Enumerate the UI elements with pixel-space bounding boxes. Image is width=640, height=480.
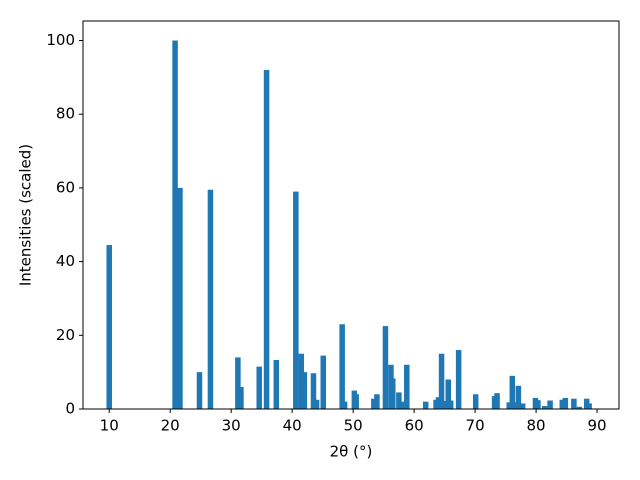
- bar: [562, 397, 569, 409]
- bar: [559, 399, 566, 409]
- y-tick-label: 60: [56, 178, 75, 196]
- bar: [571, 398, 577, 409]
- bar: [196, 372, 203, 409]
- bar: [273, 359, 280, 409]
- bar: [576, 406, 583, 409]
- bar: [396, 392, 402, 409]
- bar: [382, 326, 389, 409]
- bar: [177, 187, 183, 409]
- y-axis-label: Intensities (scaled): [17, 144, 35, 286]
- y-tick-label: 100: [46, 31, 75, 49]
- bar: [238, 386, 244, 409]
- bar: [263, 70, 270, 409]
- bar: [547, 400, 553, 409]
- bar: [445, 379, 452, 409]
- bar: [256, 366, 262, 409]
- bar: [515, 385, 522, 409]
- x-tick-label: 60: [405, 417, 424, 435]
- bar: [455, 350, 462, 409]
- bar: [353, 394, 359, 409]
- y-tick-label: 80: [56, 105, 75, 123]
- x-tick-label: 40: [283, 417, 302, 435]
- x-axis-label: 2θ (°): [330, 443, 373, 461]
- bar: [313, 399, 320, 409]
- bar: [374, 394, 380, 409]
- bar: [404, 364, 410, 409]
- bar: [207, 189, 214, 409]
- bar: [235, 357, 241, 409]
- bar: [519, 403, 526, 409]
- bar: [506, 402, 512, 409]
- x-tick-label: 80: [527, 417, 546, 435]
- bar: [106, 245, 112, 409]
- x-tick-label: 10: [100, 417, 119, 435]
- bar: [339, 324, 345, 409]
- bar: [390, 378, 396, 409]
- bar: [511, 402, 518, 409]
- bar: [435, 397, 442, 409]
- x-tick-label: 20: [161, 417, 180, 435]
- x-tick-label: 90: [588, 417, 607, 435]
- bar: [341, 401, 348, 409]
- bar: [472, 394, 479, 409]
- bar: [298, 353, 305, 409]
- bar: [422, 401, 429, 409]
- bar: [438, 353, 445, 409]
- bar: [371, 398, 377, 409]
- y-tick-label: 20: [56, 326, 75, 344]
- x-tick-label: 70: [466, 417, 485, 435]
- x-tick-label: 30: [222, 417, 241, 435]
- plot-frame: [82, 20, 620, 410]
- bar: [494, 393, 500, 409]
- bar: [442, 400, 448, 409]
- x-tick-label: 50: [344, 417, 363, 435]
- bar: [320, 355, 327, 409]
- y-tick-label: 0: [65, 400, 75, 418]
- bar: [447, 400, 454, 409]
- bar: [172, 40, 178, 410]
- bar: [301, 372, 308, 409]
- bar: [398, 401, 405, 409]
- bar: [293, 191, 299, 409]
- bar: [310, 373, 317, 409]
- bar: [535, 400, 541, 409]
- bar: [541, 406, 548, 409]
- bar: [586, 403, 592, 409]
- y-tick-label: 40: [56, 252, 75, 270]
- bar: [509, 375, 516, 409]
